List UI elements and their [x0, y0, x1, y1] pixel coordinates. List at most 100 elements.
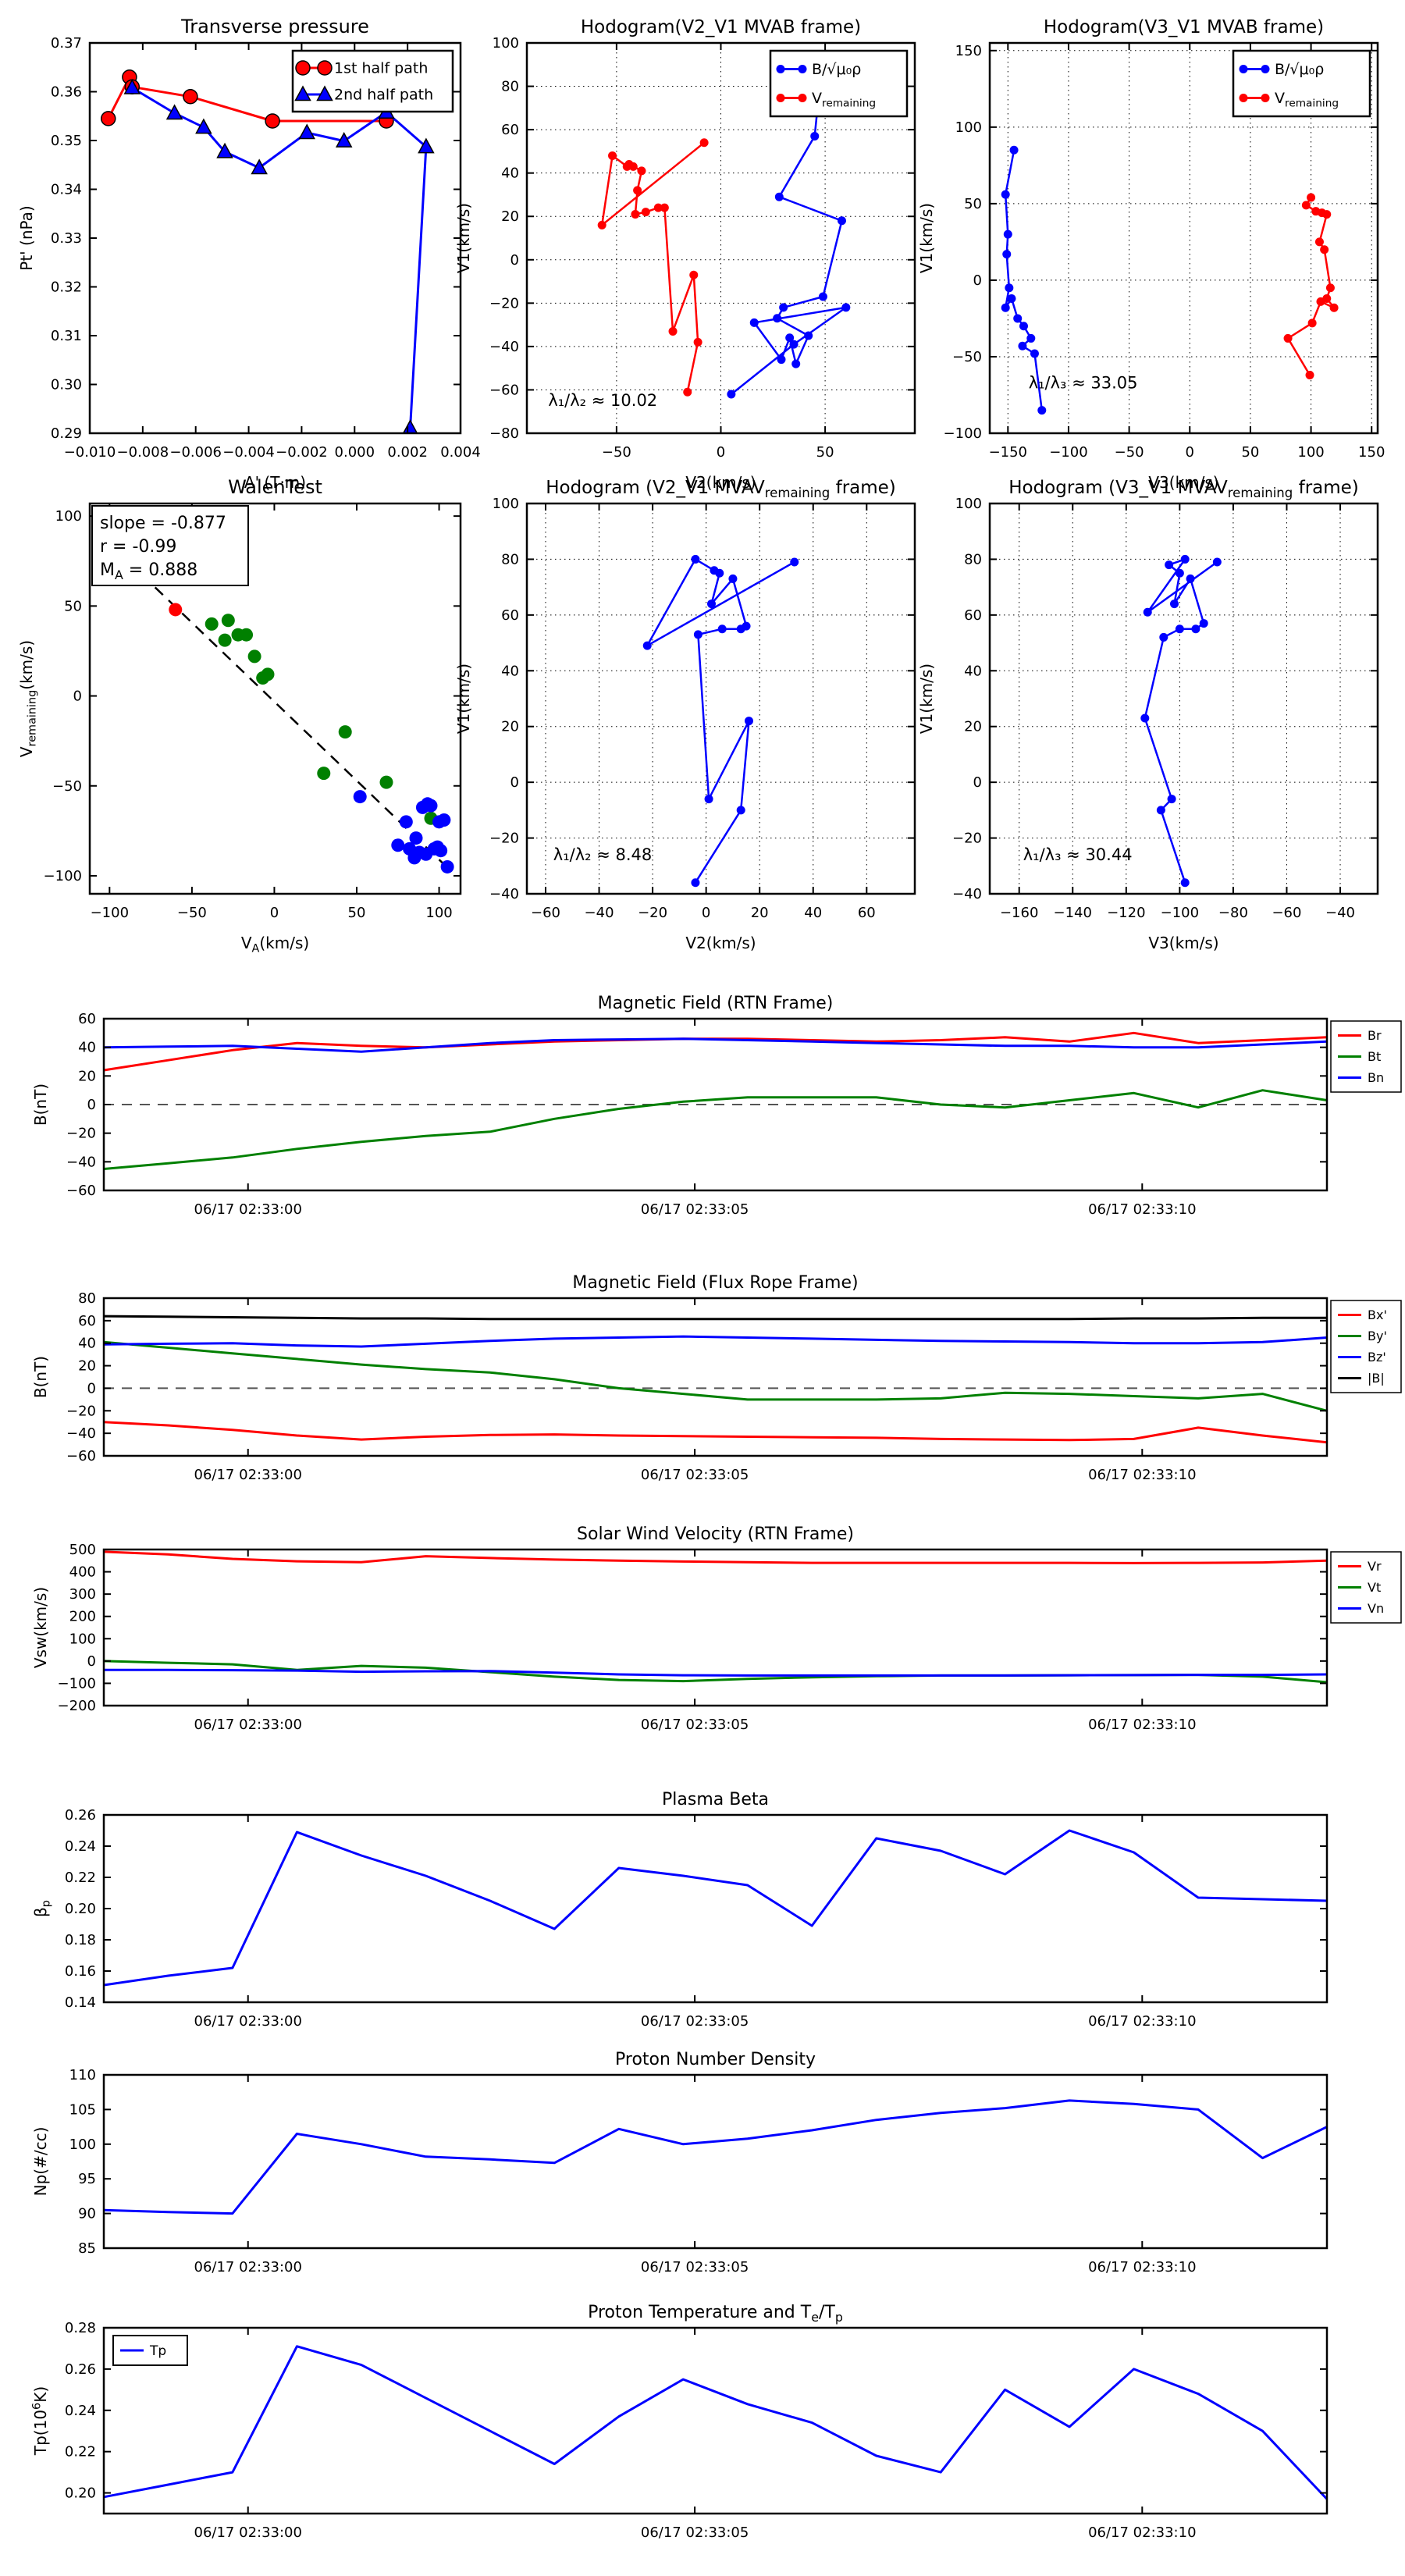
svg-text:−80: −80 — [489, 425, 519, 442]
proton-density-ticks — [104, 2074, 1327, 2249]
svg-text:0.37: 0.37 — [51, 35, 82, 52]
svg-text:06/17 02:33:00: 06/17 02:33:00 — [194, 1717, 302, 1733]
svg-text:−80: −80 — [1218, 905, 1248, 921]
svg-text:95: 95 — [78, 2171, 96, 2187]
svg-text:0.35: 0.35 — [51, 133, 82, 149]
svg-text:100: 100 — [425, 905, 452, 921]
svg-text:slope = -0.877: slope = -0.877 — [100, 514, 226, 533]
plot-transverse-pressure: −0.010 −0.008 −0.006 −0.004 −0.002 0.000 0.002… — [17, 16, 481, 492]
hodogram-v2v1-mvav-title: Hodogram (V2_V1 MVAVremaining frame) — [546, 478, 896, 500]
svg-text:06/17 02:33:10: 06/17 02:33:10 — [1088, 2524, 1196, 2541]
svg-text:−20: −20 — [66, 1403, 96, 1419]
hodogram-v2v1-mvav-annotation: λ₁/λ₂ ≈ 8.48 — [553, 845, 652, 864]
proton-density-frame — [102, 2073, 1329, 2250]
svg-text:0.14: 0.14 — [65, 1994, 96, 2011]
velocity-legend: Vr Vt Vn — [1330, 1551, 1402, 1624]
svg-text:60: 60 — [858, 905, 876, 921]
svg-text:50: 50 — [348, 905, 366, 921]
svg-text:0.000: 0.000 — [335, 444, 375, 461]
svg-text:0.24: 0.24 — [65, 1838, 96, 1855]
plot-hodogram-v3v1-mvav: −160 −140 −120 −100 −80 −60 −40 −40 −20 0 20 40 60 80… — [917, 478, 1379, 952]
svg-text:40: 40 — [964, 663, 982, 679]
svg-text:100: 100 — [493, 496, 519, 512]
plot-hodogram-v2v1-mvab: −50 0 50 −80 −60 −40 −20 0 20 40 60 80 100 V2(km/s) V1… — [454, 17, 916, 492]
mag-rtn-legend: Br Bt Bn — [1330, 1020, 1402, 1093]
hodogram-v2v1-mvav-xlabel: V2(km/s) — [685, 934, 756, 952]
svg-text:−100: −100 — [44, 868, 82, 884]
svg-text:Bn: Bn — [1368, 1070, 1384, 1085]
proton-temp-series-0 — [103, 2345, 1328, 2500]
svg-text:Bx': Bx' — [1368, 1308, 1387, 1322]
svg-text:−60: −60 — [66, 1448, 96, 1464]
plasma-beta-series-0 — [103, 1829, 1328, 1987]
walen-test-series-3 — [353, 790, 454, 873]
plasma-beta-ticks — [104, 1814, 1327, 2003]
svg-text:06/17 02:33:00: 06/17 02:33:00 — [194, 2259, 302, 2275]
svg-text:−20: −20 — [489, 295, 519, 311]
svg-text:100: 100 — [955, 496, 982, 512]
hodogram-v2v1-mvab-title: Hodogram(V2_V1 MVAB frame) — [581, 17, 861, 37]
svg-text:0.002: 0.002 — [387, 444, 428, 461]
svg-text:0.28: 0.28 — [65, 2320, 96, 2336]
svg-text:06/17 02:33:05: 06/17 02:33:05 — [641, 1201, 749, 1218]
svg-text:−20: −20 — [66, 1126, 96, 1142]
svg-text:80: 80 — [964, 551, 982, 568]
svg-text:150: 150 — [1358, 444, 1385, 461]
svg-text:0: 0 — [1186, 444, 1194, 461]
svg-text:−100: −100 — [1049, 444, 1087, 461]
svg-text:06/17 02:33:05: 06/17 02:33:05 — [641, 1717, 749, 1733]
hodogram-v3v1-mvab-title: Hodogram(V3_V1 MVAB frame) — [1044, 17, 1324, 37]
svg-text:0: 0 — [717, 444, 725, 461]
hodogram-v3v1-mvav-xlabel: V3(km/s) — [1148, 934, 1218, 952]
svg-text:Vn: Vn — [1368, 1601, 1384, 1616]
svg-text:−0.002: −0.002 — [276, 444, 328, 461]
svg-text:150: 150 — [955, 43, 982, 59]
svg-text:06/17 02:33:10: 06/17 02:33:10 — [1088, 2013, 1196, 2030]
hodogram-v3v1-mvab-series-0 — [1001, 145, 1047, 415]
svg-text:−50: −50 — [1115, 444, 1144, 461]
svg-text:|B|: |B| — [1368, 1371, 1385, 1386]
transverse-pressure-ticks — [89, 42, 461, 434]
svg-text:0.31: 0.31 — [51, 328, 82, 344]
svg-text:1st half path: 1st half path — [334, 60, 428, 77]
proton-temp-legend: Tp — [112, 2335, 188, 2366]
svg-text:−0.004: −0.004 — [222, 444, 275, 461]
transverse-pressure-series-1 — [123, 78, 435, 434]
svg-text:100: 100 — [69, 2137, 96, 2153]
svg-text:80: 80 — [501, 551, 519, 568]
svg-text:500: 500 — [69, 1542, 96, 1558]
svg-text:06/17 02:33:05: 06/17 02:33:05 — [641, 2013, 749, 2030]
velocity-tick-labels: 06/17 02:33:00 06/17 02:33:05 06/17 02:33:… — [58, 1542, 1197, 1733]
hodogram-v3v1-mvav-frame — [988, 502, 1379, 895]
svg-text:Br: Br — [1368, 1028, 1382, 1043]
transverse-pressure-tick-labels: −0.010 −0.008 −0.006 −0.004 −0.002 0.000 0.002… — [51, 35, 481, 461]
svg-text:40: 40 — [78, 1336, 96, 1352]
mag-rtn-ylabel: B(nT) — [31, 1083, 50, 1126]
svg-text:80: 80 — [501, 79, 519, 95]
walen-test-annotation: slope = -0.877 r = -0.99 MA = 0.888 — [91, 505, 249, 586]
transverse-pressure-title: Transverse pressure — [180, 16, 369, 37]
plasma-beta-frame — [102, 1813, 1329, 2004]
svg-text:60: 60 — [964, 607, 982, 624]
svg-text:−50: −50 — [52, 778, 82, 795]
svg-text:0.20: 0.20 — [65, 2485, 96, 2502]
hodogram-v3v1-mvab-tick-labels: −150 −100 −50 0 50 100 150 −100 −50 0 50 100 150 — [944, 43, 1385, 461]
walen-test-frame — [88, 502, 462, 895]
svg-text:−40: −40 — [1325, 905, 1355, 921]
svg-text:0.004: 0.004 — [440, 444, 481, 461]
mag-fluxrope-tick-labels: 06/17 02:33:00 06/17 02:33:05 06/17 02:33:… — [66, 1290, 1197, 1483]
svg-text:Vremaining: Vremaining — [812, 90, 876, 109]
svg-text:Tp: Tp — [149, 2343, 166, 2359]
hodogram-v2v1-mvav-ticks — [527, 503, 915, 895]
svg-text:−0.008: −0.008 — [117, 444, 169, 461]
svg-text:0.29: 0.29 — [51, 425, 82, 442]
svg-text:06/17 02:33:00: 06/17 02:33:00 — [194, 1201, 302, 1218]
hodogram-v2v1-mvab-annotation: λ₁/λ₂ ≈ 10.02 — [548, 391, 657, 410]
hodogram-v3v1-mvab-annotation: λ₁/λ₃ ≈ 33.05 — [1029, 374, 1138, 393]
plot-walen-test: −100 −50 0 50 100 −100 −50 0 50 100 VA(km/s) Vremai… — [17, 476, 462, 955]
svg-text:B/√μ₀ρ: B/√μ₀ρ — [1275, 61, 1324, 78]
svg-text:−50: −50 — [952, 349, 982, 365]
svg-text:0.26: 0.26 — [65, 2361, 96, 2378]
svg-text:20: 20 — [751, 905, 769, 921]
svg-text:0: 0 — [973, 774, 982, 791]
